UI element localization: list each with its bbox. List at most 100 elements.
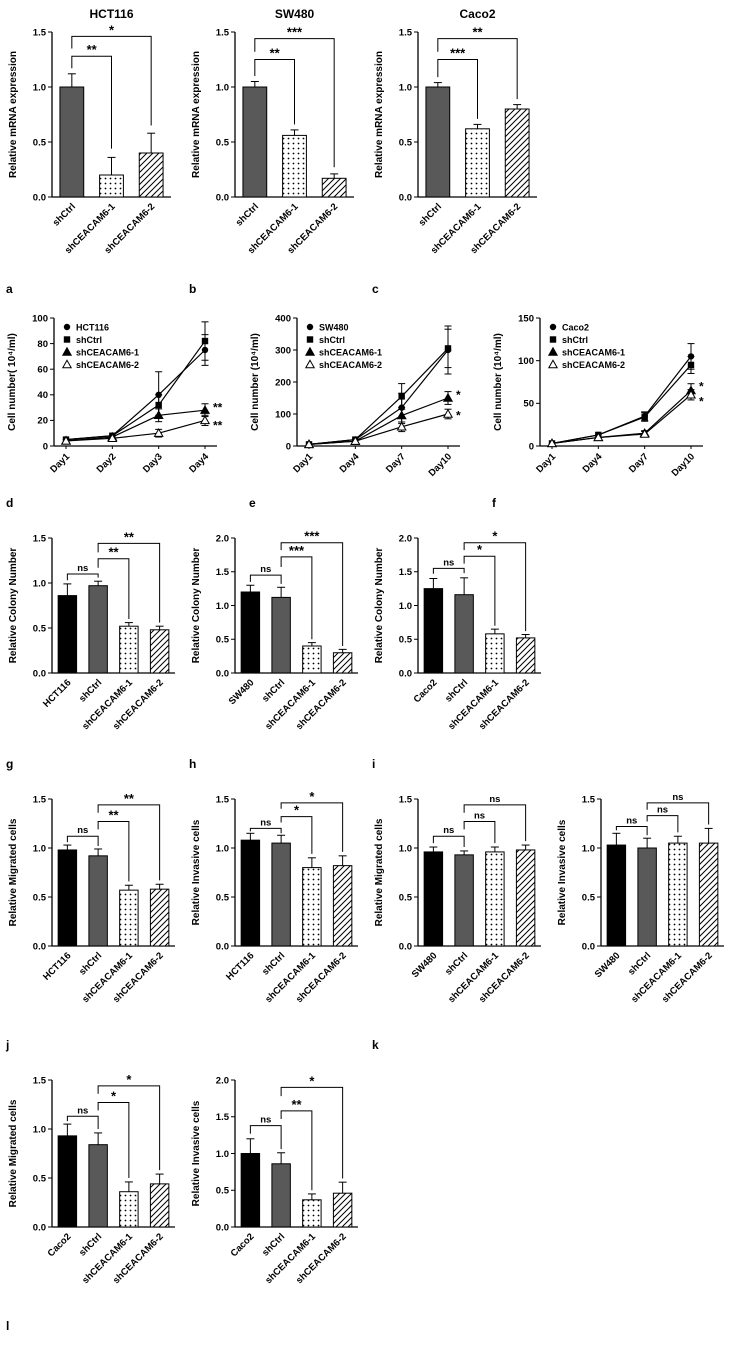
svg-text:ns: ns <box>672 792 683 803</box>
svg-text:Caco2: Caco2 <box>229 1231 257 1259</box>
panel-l: 0.0 0.5 1.0 1.5 Relative Migrated cells Caco2… <box>4 1064 187 1335</box>
svg-text:SW480: SW480 <box>275 7 315 21</box>
svg-text:Day4: Day4 <box>187 451 211 475</box>
svg-text:*: * <box>699 379 704 393</box>
panel-letter-k: k <box>372 1038 379 1052</box>
panel-letter-e: e <box>249 496 256 510</box>
svg-text:150: 150 <box>518 313 534 324</box>
svg-text:0.5: 0.5 <box>33 1173 47 1184</box>
panel-letter-j: j <box>6 1038 10 1052</box>
svg-text:shCtrl: shCtrl <box>234 201 261 228</box>
svg-text:Relative Invasive cells: Relative Invasive cells <box>191 819 202 925</box>
svg-text:0.5: 0.5 <box>399 635 413 646</box>
svg-text:***: *** <box>289 543 305 558</box>
svg-text:shCEACAM6-2: shCEACAM6-2 <box>76 360 139 370</box>
svg-text:ns: ns <box>77 563 88 574</box>
svg-text:**: ** <box>270 46 281 61</box>
panel-f: 0 50 100 150 Cell number (10⁴/ml) Day1 Day4 Day… <box>490 308 733 512</box>
svg-text:0.0: 0.0 <box>33 192 46 203</box>
svg-text:Cell number (10⁴/ml): Cell number (10⁴/ml) <box>250 333 261 431</box>
svg-text:ns: ns <box>443 557 454 568</box>
svg-text:0: 0 <box>286 441 291 452</box>
svg-text:shCtrl: shCtrl <box>562 335 588 345</box>
svg-text:1.5: 1.5 <box>216 567 230 578</box>
svg-text:shCtrl: shCtrl <box>443 677 470 704</box>
svg-text:0.0: 0.0 <box>216 668 229 679</box>
svg-text:2.0: 2.0 <box>216 1075 229 1086</box>
svg-text:shCtrl: shCtrl <box>260 677 287 704</box>
svg-text:0.5: 0.5 <box>399 137 413 148</box>
svg-text:shCEACAM6-1: shCEACAM6-1 <box>562 347 625 357</box>
svg-text:1.5: 1.5 <box>33 533 47 544</box>
panel-letter-d: d <box>6 496 14 510</box>
svg-text:**: ** <box>213 419 223 433</box>
svg-text:1.5: 1.5 <box>216 27 230 38</box>
svg-text:**: ** <box>108 808 119 823</box>
svg-text:shCtrl: shCtrl <box>77 1231 104 1258</box>
svg-text:100: 100 <box>275 409 291 420</box>
svg-text:*: * <box>126 1072 132 1087</box>
panel-letter-sw480-invasive <box>553 1038 736 1054</box>
svg-text:0.0: 0.0 <box>33 941 46 952</box>
svg-text:1.0: 1.0 <box>216 1149 229 1160</box>
svg-text:1.5: 1.5 <box>216 1112 230 1123</box>
svg-text:0.0: 0.0 <box>399 941 412 952</box>
svg-text:60: 60 <box>37 365 48 376</box>
svg-text:300: 300 <box>275 345 291 356</box>
panel-letter-a: a <box>6 282 13 296</box>
svg-text:HCT116: HCT116 <box>41 677 73 709</box>
chart-hct116-invasive: 0.0 0.5 1.0 1.5 Relative Invasive cells HCT11… <box>191 789 358 1005</box>
svg-text:1.0: 1.0 <box>216 843 229 854</box>
svg-text:ns: ns <box>77 825 88 836</box>
svg-text:200: 200 <box>275 377 291 388</box>
svg-text:SW480: SW480 <box>227 677 257 707</box>
svg-text:0.0: 0.0 <box>582 941 595 952</box>
svg-text:Relative Colony Number: Relative Colony Number <box>191 548 202 664</box>
panel-c: 0.0 0.5 1.0 1.5 Caco2 Relative mRNA expressio… <box>370 2 553 298</box>
svg-text:***: *** <box>304 529 320 544</box>
chart-sw480-colony: 0.0 0.5 1.0 1.5 2.0 Relative Colony Number SW4… <box>191 529 358 732</box>
svg-text:1.0: 1.0 <box>399 843 412 854</box>
svg-text:0.0: 0.0 <box>399 668 412 679</box>
figure-row-growth-curves: 0 20 40 60 80 100 Cell number( 10⁴/ml) Day1 Day2… <box>4 308 741 512</box>
svg-text:0.5: 0.5 <box>33 137 47 148</box>
svg-text:1.0: 1.0 <box>33 578 46 589</box>
svg-text:HCT116: HCT116 <box>76 322 109 332</box>
svg-text:*: * <box>477 542 483 557</box>
svg-text:0.5: 0.5 <box>33 892 47 903</box>
panel-e: 0 100 200 300 400 Cell number (10⁴/ml) Day1 Day… <box>247 308 490 512</box>
svg-text:ns: ns <box>260 564 271 575</box>
svg-text:shCtrl: shCtrl <box>443 950 470 977</box>
svg-text:1.0: 1.0 <box>216 601 229 612</box>
svg-text:**: ** <box>291 1097 302 1112</box>
svg-text:0.5: 0.5 <box>216 892 230 903</box>
svg-text:shCEACAM6-2: shCEACAM6-2 <box>562 360 625 370</box>
svg-text:Day2: Day2 <box>95 451 119 475</box>
svg-text:Relative Invasive cells: Relative Invasive cells <box>191 1100 202 1206</box>
svg-text:SW480: SW480 <box>593 950 623 980</box>
svg-text:50: 50 <box>523 399 534 410</box>
svg-text:Day4: Day4 <box>338 451 362 475</box>
chart-hct116-mrna: 0.0 0.5 1.0 1.5 HCT116 Relative mRNA expressi… <box>8 7 171 256</box>
svg-text:ns: ns <box>443 825 454 836</box>
svg-text:*: * <box>699 395 704 409</box>
svg-text:shCEACAM6-2: shCEACAM6-2 <box>319 360 382 370</box>
svg-text:1.5: 1.5 <box>399 567 413 578</box>
svg-text:0.0: 0.0 <box>216 192 229 203</box>
svg-text:0.5: 0.5 <box>216 1186 230 1197</box>
panel-letter-i: i <box>372 757 376 771</box>
svg-text:0.5: 0.5 <box>216 635 230 646</box>
svg-text:Day7: Day7 <box>627 451 651 475</box>
panel-letter-c: c <box>372 282 379 296</box>
chart-sw480-growth: 0 100 200 300 400 Cell number (10⁴/ml) Day1 Day… <box>250 313 461 479</box>
svg-text:1.5: 1.5 <box>33 27 47 38</box>
svg-text:Relative mRNA expression: Relative mRNA expression <box>8 51 19 178</box>
svg-text:**: ** <box>87 42 98 57</box>
chart-sw480-migrated: 0.0 0.5 1.0 1.5 Relative Migrated cells SW480… <box>374 794 541 1005</box>
svg-text:*: * <box>456 409 461 423</box>
panel-letter-f: f <box>492 496 496 510</box>
svg-text:*: * <box>492 529 498 544</box>
svg-text:100: 100 <box>518 356 534 367</box>
svg-text:Day10: Day10 <box>670 451 698 479</box>
